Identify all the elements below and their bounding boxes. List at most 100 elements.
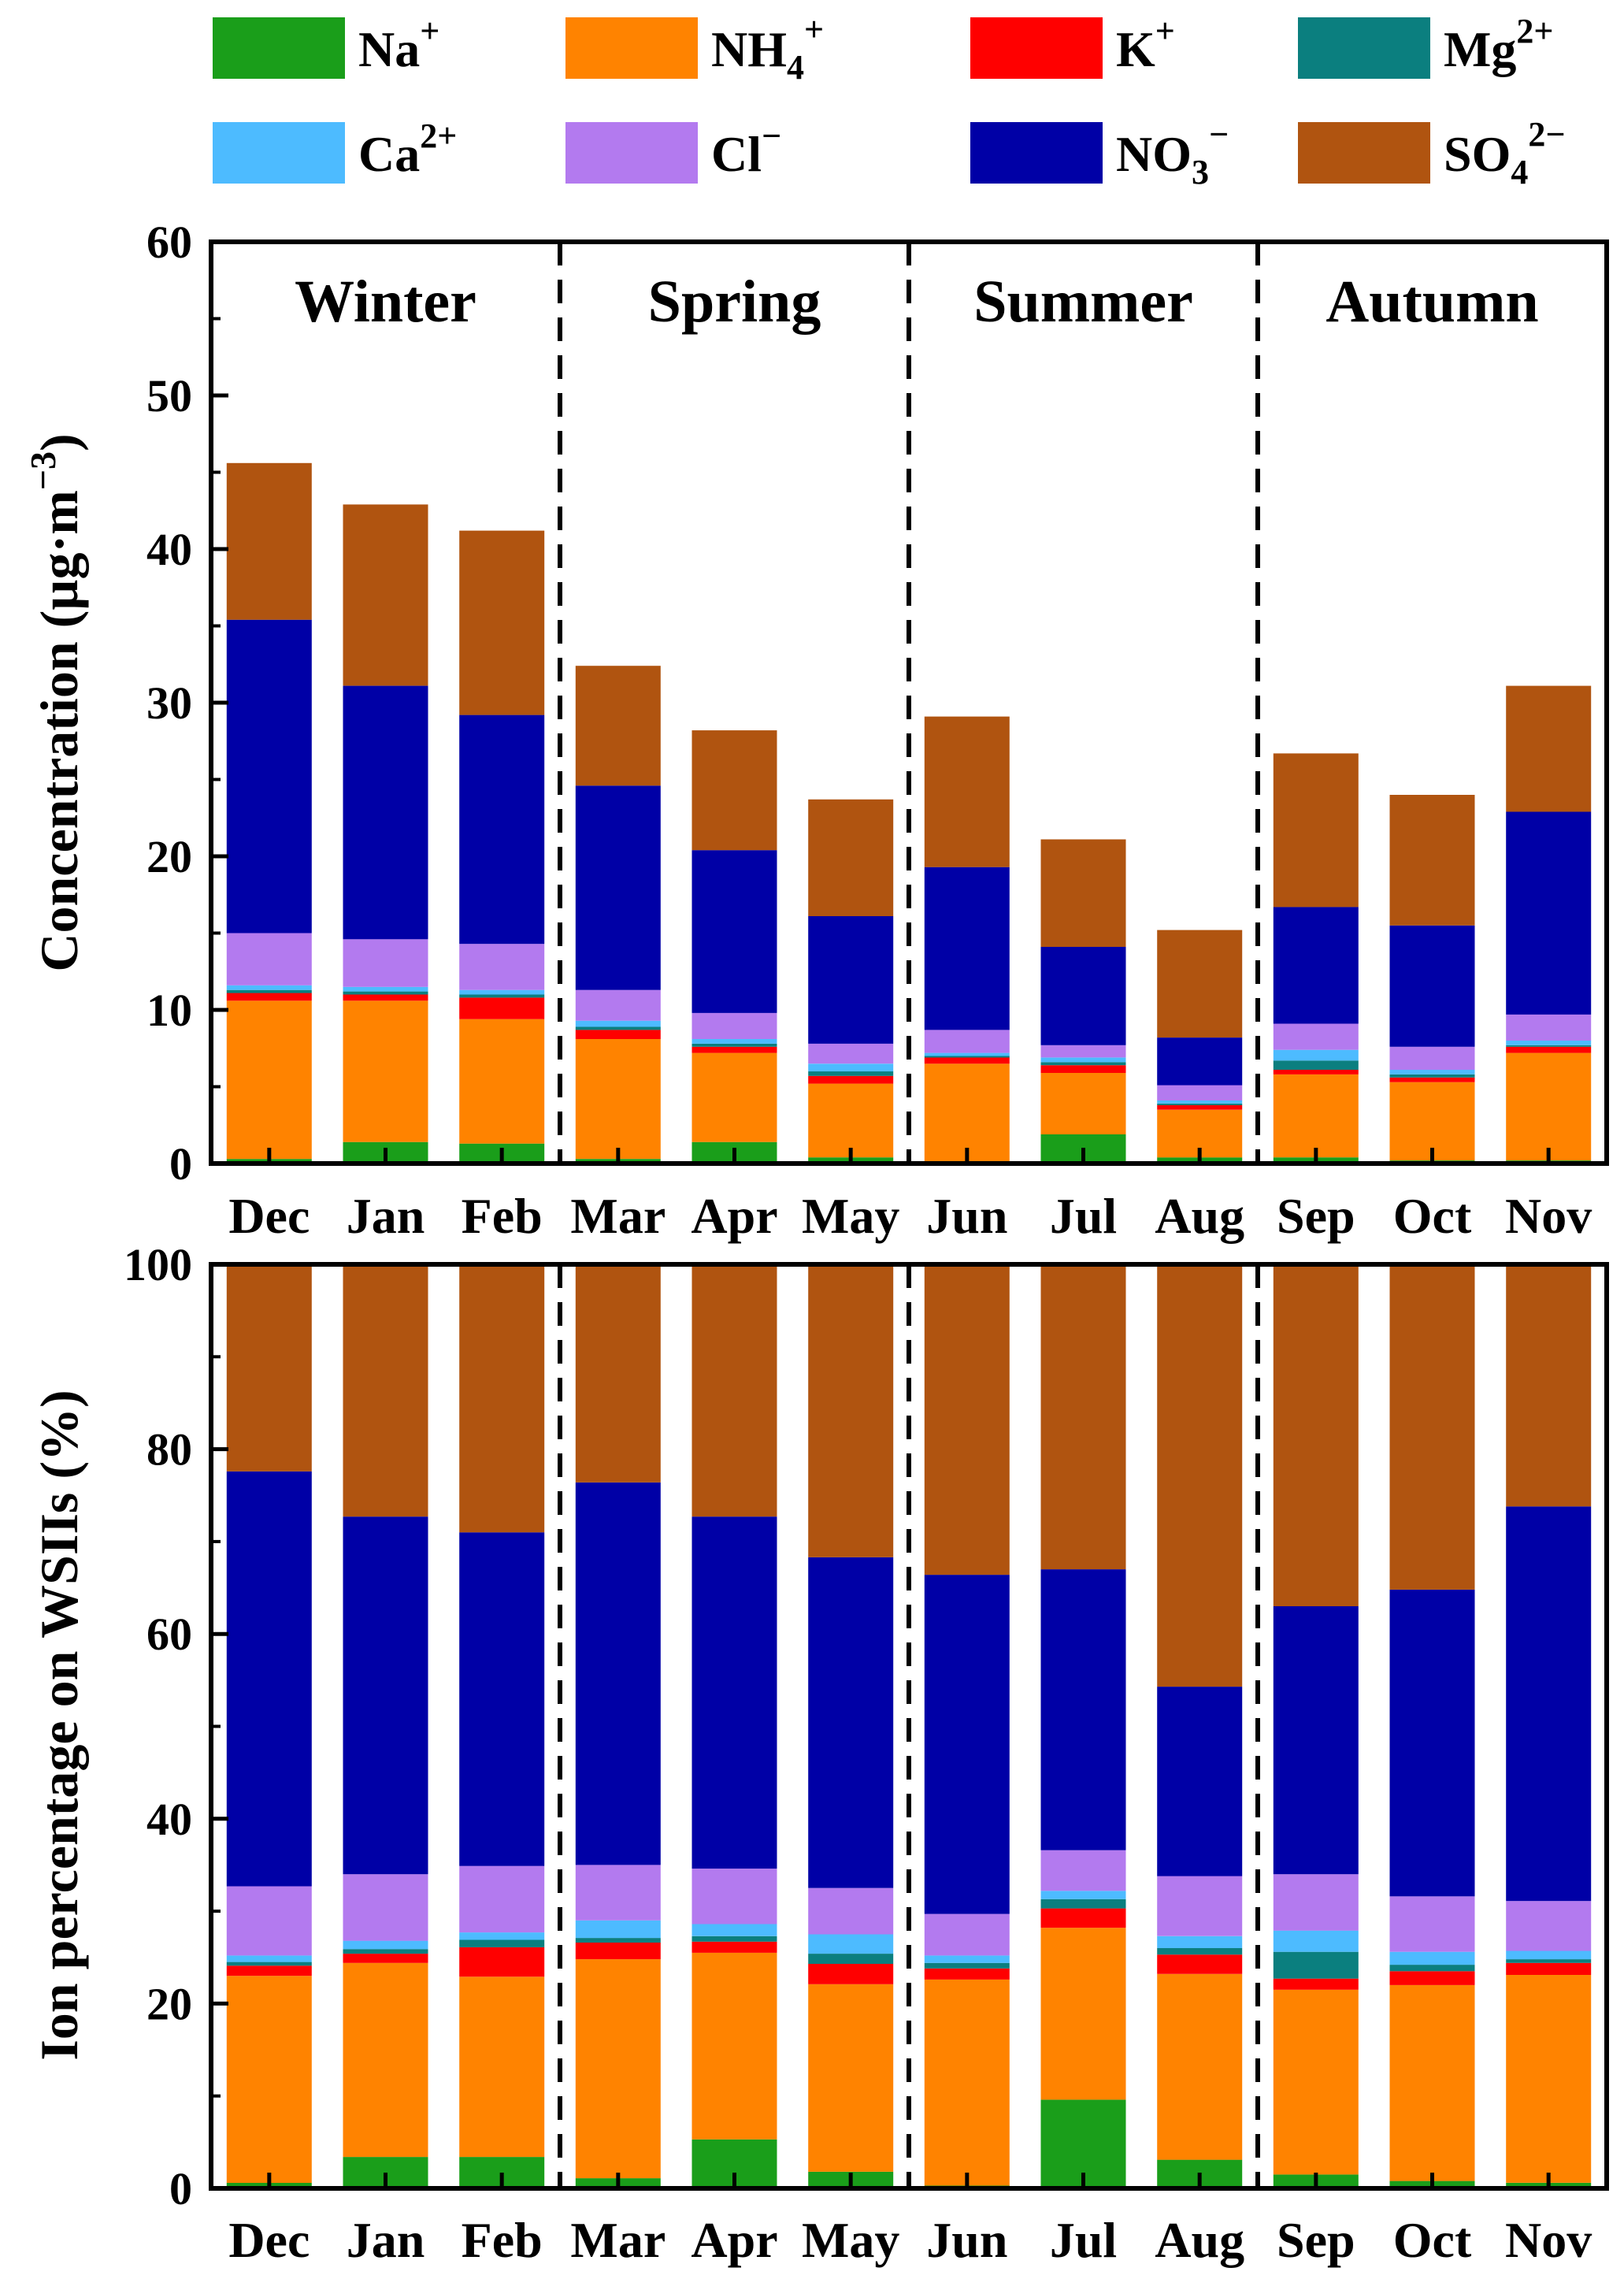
bar-top-sep-cl: [1273, 1023, 1359, 1050]
bottom-y-axis-title: Ion percentage on WSIIs (%): [29, 1390, 89, 2060]
bar-bottom-dec-cl: [226, 1886, 312, 1956]
bar-top-may-mg: [808, 1071, 894, 1076]
bar-bottom-mar-ca: [575, 1920, 661, 1939]
bar-top-mar-mg: [575, 1026, 661, 1030]
bar-bottom-jun-nh4: [924, 1979, 1010, 2186]
bottom-bars: [226, 1264, 1592, 2188]
y-tick-label: 80: [146, 1424, 192, 1475]
bar-bottom-may-no3: [808, 1557, 894, 1888]
x-tick-label-apr: Apr: [691, 2212, 777, 2268]
x-tick-label-jan: Jan: [347, 2212, 425, 2268]
bar-top-dec-nh4: [226, 1000, 312, 1160]
bar-top-jul-nh4: [1040, 1073, 1126, 1134]
bar-top-sep-k: [1273, 1070, 1359, 1074]
bar-top-feb-k: [459, 997, 545, 1019]
bar-top-mar-cl: [575, 989, 661, 1021]
bar-top-sep-nh4: [1273, 1074, 1359, 1158]
bar-bottom-dec-no3: [226, 1471, 312, 1887]
bar-bottom-jul-mg: [1040, 1898, 1126, 1909]
bar-top-apr-ca: [691, 1039, 777, 1044]
legend-label-so4: SO42−: [1444, 115, 1565, 191]
x-tick-label-sep: Sep: [1277, 2212, 1355, 2268]
x-tick-label-mar: Mar: [570, 1188, 666, 1244]
bar-bottom-apr-mg: [691, 1936, 777, 1942]
x-tick-label-jun: Jun: [926, 1188, 1007, 1244]
bar-bottom-dec-k: [226, 1965, 312, 1976]
x-tick-label-oct: Oct: [1393, 2212, 1472, 2268]
bar-bottom-may-nh4: [808, 1984, 894, 2172]
legend-label-na: Na+: [358, 12, 439, 77]
bar-bottom-feb-ca: [459, 1932, 545, 1940]
bar-top-mar-no3: [575, 785, 661, 990]
bar-top-dec-mg: [226, 989, 312, 993]
x-tick-label-dec: Dec: [228, 1188, 310, 1244]
bar-top-feb-no3: [459, 714, 545, 945]
bar-top-jul-no3: [1040, 947, 1126, 1045]
x-tick-label-may: May: [802, 1188, 899, 1244]
bar-bottom-may-so4: [808, 1264, 894, 1557]
bar-top-dec-so4: [226, 462, 312, 620]
legend-item-no3: NO3−: [970, 115, 1229, 191]
bar-bottom-aug-nh4: [1157, 1973, 1243, 2160]
x-tick-label-sep: Sep: [1277, 1188, 1355, 1244]
y-tick-label: 0: [169, 1138, 192, 1190]
bar-bottom-sep-no3: [1273, 1606, 1359, 1875]
bar-bottom-jan-so4: [343, 1264, 428, 1517]
bar-bottom-sep-so4: [1273, 1264, 1359, 1606]
bar-bottom-mar-nh4: [575, 1959, 661, 2179]
bar-bottom-jan-cl: [343, 1874, 428, 1941]
concentration-chart: Winter Spring Summer Autumn 0 10 20 30 40 50 60 Dec…: [23, 217, 1609, 1244]
legend-swatch-no3: [970, 122, 1103, 184]
bar-top-mar-k: [575, 1030, 661, 1039]
x-tick-label-feb: Feb: [462, 2212, 543, 2268]
bar-top-mar-so4: [575, 666, 661, 786]
legend-label-no3: NO3−: [1116, 115, 1229, 191]
bar-top-dec-ca: [226, 985, 312, 990]
bar-top-jan-no3: [343, 685, 428, 940]
bar-bottom-jan-mg: [343, 1949, 428, 1954]
bar-top-jan-ca: [343, 986, 428, 992]
top-x-axis: Dec Jan Feb Mar Apr May Jun Jul Aug Sep Oct Nov: [228, 1148, 1592, 1244]
bar-top-jan-so4: [343, 504, 428, 686]
legend-swatch-nh4: [565, 17, 698, 79]
bar-top-nov-ca: [1506, 1041, 1592, 1045]
season-label-autumn: Autumn: [1326, 269, 1538, 335]
x-tick-label-aug: Aug: [1155, 2212, 1244, 2268]
legend-item-mg: Mg2+: [1298, 12, 1553, 79]
bar-top-jul-k: [1040, 1065, 1126, 1073]
bar-top-oct-nh4: [1389, 1082, 1475, 1161]
bar-top-jul-ca: [1040, 1057, 1126, 1063]
bar-top-oct-so4: [1389, 795, 1475, 926]
bar-bottom-feb-no3: [459, 1532, 545, 1866]
bar-top-may-no3: [808, 916, 894, 1044]
bar-bottom-aug-no3: [1157, 1687, 1243, 1876]
x-tick-label-mar: Mar: [570, 2212, 666, 2268]
bar-top-sep-ca: [1273, 1049, 1359, 1061]
bar-bottom-feb-cl: [459, 1865, 545, 1933]
bar-bottom-feb-k: [459, 1947, 545, 1977]
legend-swatch-so4: [1298, 122, 1430, 184]
top-y-axis-title: Concentration (µg·m−3): [23, 433, 89, 971]
x-tick-label-apr: Apr: [691, 1188, 777, 1244]
bar-top-may-so4: [808, 799, 894, 916]
bar-top-sep-no3: [1273, 907, 1359, 1024]
y-tick-label: 60: [146, 1609, 192, 1660]
y-tick-label: 10: [146, 985, 192, 1036]
bar-bottom-sep-ca: [1273, 1930, 1359, 1952]
y-tick-label: 0: [169, 2163, 192, 2214]
bottom-y-axis: 0 20 40 60 80 100: [124, 1239, 228, 2214]
bar-bottom-jun-cl: [924, 1913, 1010, 1956]
bar-top-nov-k: [1506, 1046, 1592, 1053]
bar-bottom-jan-nh4: [343, 1962, 428, 2158]
bar-bottom-apr-cl: [691, 1869, 777, 1924]
bar-top-oct-no3: [1389, 925, 1475, 1047]
bar-bottom-aug-ca: [1157, 1936, 1243, 1948]
x-tick-label-nov: Nov: [1505, 1188, 1592, 1244]
bar-bottom-jul-cl: [1040, 1850, 1126, 1891]
bar-top-dec-k: [226, 993, 312, 1001]
legend-item-nh4: NH4+: [565, 10, 824, 87]
legend-label-cl: Cl−: [711, 117, 781, 182]
bar-bottom-oct-mg: [1389, 1965, 1475, 1972]
bar-bottom-mar-mg: [575, 1938, 661, 1943]
